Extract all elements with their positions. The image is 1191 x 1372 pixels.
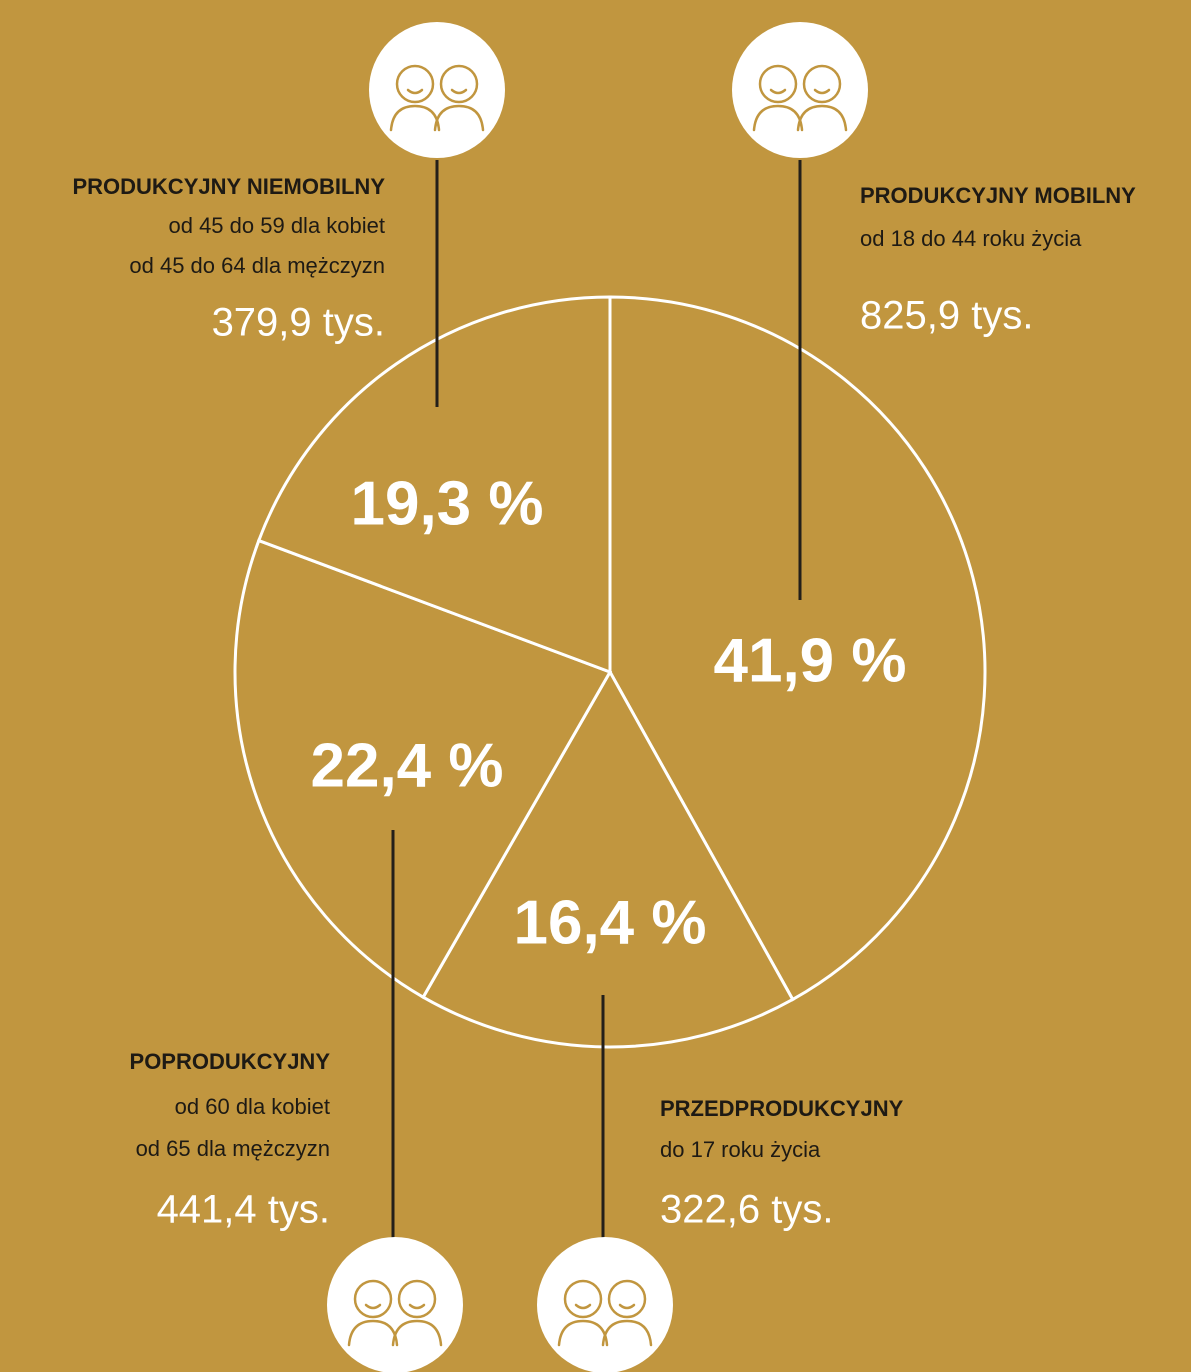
- icon: [537, 1237, 673, 1372]
- icon-smile: [364, 1303, 382, 1310]
- icon-circle: [732, 22, 868, 158]
- icon-circle: [537, 1237, 673, 1372]
- icon-smile: [450, 88, 468, 95]
- icon-head: [802, 64, 842, 104]
- icon: [327, 1237, 463, 1372]
- icon-head: [758, 64, 798, 104]
- description: od 45 do 59 dla kobiet: [168, 213, 385, 238]
- pie-slice: [608, 295, 987, 1002]
- icon-head: [439, 64, 479, 104]
- icon-circle: [369, 22, 505, 158]
- description: od 60 dla kobiet: [175, 1094, 330, 1119]
- icon-smile: [574, 1303, 592, 1310]
- icon-body: [389, 104, 441, 132]
- icon-smile: [813, 88, 831, 95]
- icon-body: [601, 1319, 653, 1347]
- icon: [369, 22, 505, 158]
- description: od 65 dla mężczyzn: [136, 1136, 330, 1161]
- count-label: 825,9 tys.: [860, 294, 1033, 338]
- icon-body: [557, 1319, 609, 1347]
- icon-head: [395, 64, 435, 104]
- value-label: 19,3 %: [350, 469, 543, 538]
- icon: [732, 22, 868, 158]
- value-label: 41,9 %: [713, 626, 906, 695]
- category-label: POPRODUKCYJNY: [130, 1049, 331, 1074]
- description: do 17 roku życia: [660, 1137, 821, 1162]
- description: od 45 do 64 dla mężczyzn: [129, 253, 385, 278]
- icon-smile: [406, 88, 424, 95]
- icon-body: [433, 104, 485, 132]
- category-label: PRODUKCYJNY NIEMOBILNY: [72, 174, 385, 199]
- count-label: 379,9 tys.: [212, 301, 385, 345]
- category-label: PRODUKCYJNY MOBILNY: [860, 183, 1136, 208]
- icon-smile: [769, 88, 787, 95]
- icon-head: [563, 1279, 603, 1319]
- icon-head: [397, 1279, 437, 1319]
- value-label: 22,4 %: [310, 731, 503, 800]
- value-label: 16,4 %: [513, 888, 706, 957]
- icon-circle: [327, 1237, 463, 1372]
- description: od 18 do 44 roku życia: [860, 226, 1082, 251]
- count-label: 322,6 tys.: [660, 1188, 833, 1232]
- pie-slice: [233, 538, 613, 1000]
- icon-smile: [408, 1303, 426, 1310]
- icon-head: [353, 1279, 393, 1319]
- icon-body: [347, 1319, 399, 1347]
- icon-body: [796, 104, 848, 132]
- count-label: 441,4 tys.: [157, 1188, 330, 1232]
- pie-slice: [421, 668, 795, 1049]
- icon-smile: [618, 1303, 636, 1310]
- category-label: PRZEDPRODUKCYJNY: [660, 1096, 904, 1121]
- icon-body: [391, 1319, 443, 1347]
- icon-body: [752, 104, 804, 132]
- pie-slice: [256, 295, 612, 675]
- icon-head: [607, 1279, 647, 1319]
